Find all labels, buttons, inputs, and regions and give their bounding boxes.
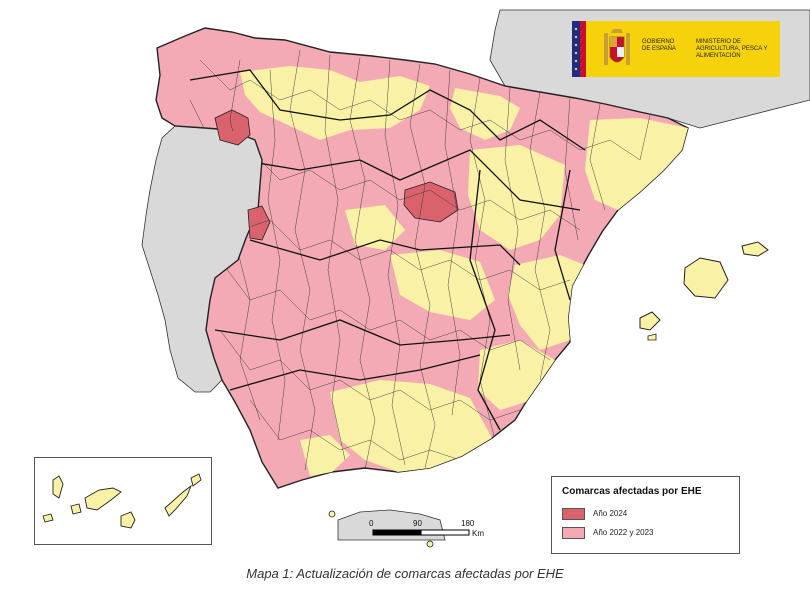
balearic-menorca [741,241,769,257]
balearic-formentera [647,333,657,341]
region-yellow-catalonia [585,118,688,210]
balearic-ibiza [639,311,661,331]
scale-label-0: 0 [369,519,374,528]
scale-bar [372,529,470,536]
region-borders [189,69,586,431]
island-fuerteventura [164,484,193,517]
legend-label-2022-2023: Año 2022 y 2023 [593,528,654,537]
scale-label-90: 90 [413,519,422,528]
canary-islands-inset [34,457,212,545]
balearic-mallorca [683,257,729,299]
region-2024-leon [214,109,251,146]
island-el-hierro [42,513,54,523]
island-gran-canaria [120,511,136,529]
logo-ministerio-text: MINISTERIO DE AGRICULTURA, PESCA Y ALIME… [696,39,768,59]
ceuta [328,510,336,518]
region-yellow-murcia [478,340,555,410]
melilla [426,540,434,548]
logo-gobierno-text: GOBIERNO DE ESPAÑA [642,39,676,52]
region-2024-soria [403,181,459,223]
legend: Comarcas afectadas por EHE Año 2024 Año … [551,476,740,554]
unaffected-regions [240,66,688,476]
canary-islands-map [42,473,202,529]
region-yellow-valencia [508,255,585,350]
coat-of-arms-icon [602,27,632,71]
legend-title: Comarcas afectadas por EHE [562,486,702,497]
region-yellow-centre [345,205,405,250]
region-2024-salamanca [247,205,271,241]
eu-flag-icon [572,21,598,77]
island-la-palma [52,475,64,499]
scale-label-180: 180 [461,519,475,528]
government-logo: GOBIERNO DE ESPAÑA MINISTERIO DE AGRICUL… [572,21,780,77]
island-lanzarote [190,473,202,487]
region-yellow-navarra [450,88,520,140]
island-tenerife [84,487,122,511]
legend-swatch-2022-2023 [562,527,585,539]
region-yellow-aragon [468,145,565,250]
legend-label-2024: Año 2024 [593,509,628,518]
legend-swatch-2024 [562,508,585,520]
island-la-gomera [70,503,82,515]
region-yellow-cantabria [240,66,430,140]
scale-unit: Km [472,529,484,538]
region-yellow-andalucia-south [300,435,350,476]
map-caption: Mapa 1: Actualización de comarcas afecta… [246,566,564,581]
